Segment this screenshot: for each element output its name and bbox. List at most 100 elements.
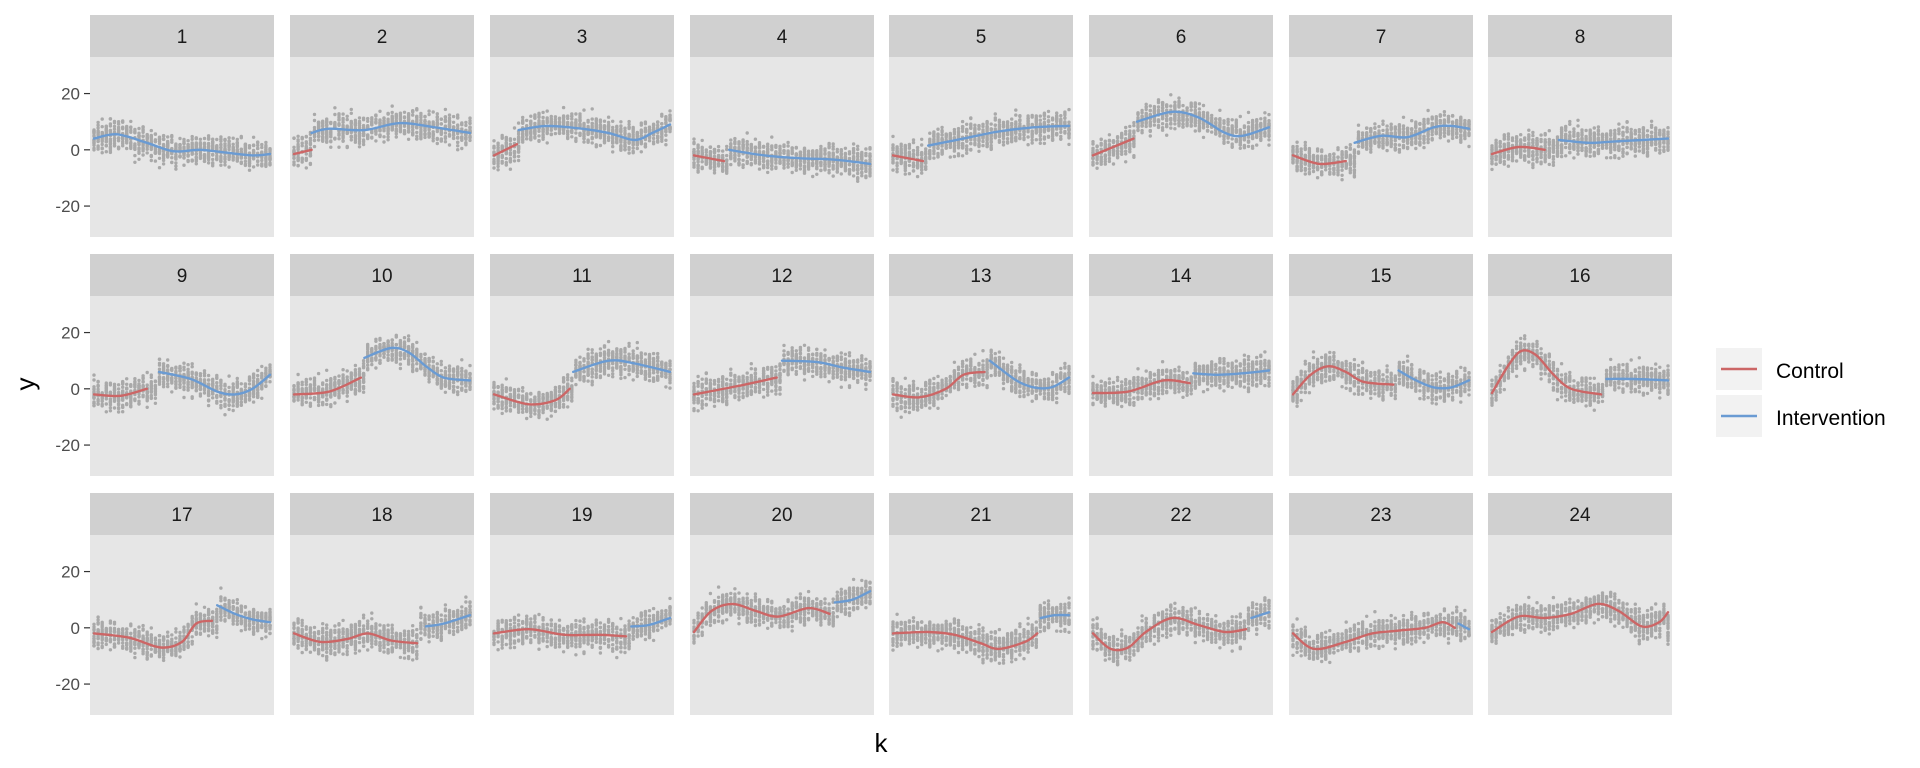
data-point: [386, 112, 389, 115]
data-point: [162, 153, 165, 156]
data-point: [832, 142, 835, 145]
data-point: [146, 134, 149, 137]
data-point: [1116, 150, 1119, 153]
data-point: [1026, 143, 1029, 146]
data-point: [341, 121, 344, 124]
data-point: [1218, 123, 1221, 126]
data-point: [1328, 172, 1331, 175]
data-point: [574, 139, 577, 142]
data-point: [1218, 117, 1221, 120]
data-point: [912, 165, 915, 168]
data-point: [957, 141, 960, 144]
data-point: [1308, 150, 1311, 153]
data-point: [823, 147, 826, 150]
data-point: [1324, 168, 1327, 171]
data-point: [133, 161, 136, 164]
data-point: [994, 118, 997, 121]
data-point: [1251, 135, 1254, 138]
data-point: [595, 143, 598, 146]
data-point: [423, 115, 426, 118]
data-point: [1108, 154, 1111, 157]
data-point: [746, 140, 749, 143]
data-point: [1132, 129, 1135, 132]
data-point: [1124, 160, 1127, 163]
data-point: [1206, 129, 1209, 132]
data-point: [109, 145, 112, 148]
data-point: [146, 151, 149, 154]
data-point: [370, 136, 373, 139]
data-point: [182, 153, 185, 156]
data-point: [537, 134, 540, 137]
data-point: [558, 128, 561, 131]
data-point: [325, 124, 328, 127]
data-point: [664, 129, 667, 132]
data-point: [374, 121, 377, 124]
data-point: [244, 144, 247, 147]
data-point: [891, 148, 894, 151]
data-point: [436, 122, 439, 125]
data-point: [337, 137, 340, 140]
data-point: [96, 146, 99, 149]
data-point: [852, 174, 855, 177]
data-point: [1031, 141, 1034, 144]
data-point: [207, 151, 210, 154]
data-point: [1169, 93, 1172, 96]
data-point: [1022, 138, 1025, 141]
data-point: [525, 124, 528, 127]
data-point: [362, 124, 365, 127]
data-point: [464, 124, 467, 127]
data-point: [321, 124, 324, 127]
data-point: [823, 168, 826, 171]
data-point: [1051, 129, 1054, 132]
data-point: [856, 180, 859, 183]
data-point: [1043, 121, 1046, 124]
data-point: [456, 136, 459, 139]
data-point: [1173, 113, 1176, 116]
data-point: [920, 138, 923, 141]
data-point: [191, 143, 194, 146]
data-point: [985, 137, 988, 140]
data-point: [260, 146, 263, 149]
data-point: [411, 120, 414, 123]
data-point: [305, 152, 308, 155]
data-point: [537, 130, 540, 133]
data-point: [994, 134, 997, 137]
data-point: [891, 168, 894, 171]
data-point: [296, 157, 299, 160]
data-point: [317, 138, 320, 141]
data-point: [990, 137, 993, 140]
data-point: [1112, 152, 1115, 155]
data-point: [223, 163, 226, 166]
data-point: [1202, 111, 1205, 114]
data-point: [852, 147, 855, 150]
data-point: [1095, 167, 1098, 170]
data-point: [509, 160, 512, 163]
data-point: [1194, 101, 1197, 104]
data-point: [856, 164, 859, 167]
data-point: [1231, 137, 1234, 140]
data-point: [823, 152, 826, 155]
data-point: [207, 161, 210, 164]
data-point: [113, 125, 116, 128]
data-point: [994, 123, 997, 126]
data-point: [496, 160, 499, 163]
data-point: [109, 149, 112, 152]
data-point: [957, 135, 960, 138]
data-point: [1051, 139, 1054, 142]
data-point: [195, 156, 198, 159]
data-point: [570, 122, 573, 125]
data-point: [586, 125, 589, 128]
data-point: [709, 152, 712, 155]
data-point: [1340, 157, 1343, 160]
data-point: [1222, 126, 1225, 129]
data-point: [1067, 108, 1070, 111]
data-point: [754, 146, 757, 149]
data-point: [1018, 124, 1021, 127]
data-point: [395, 130, 398, 133]
data-point: [1039, 138, 1042, 141]
data-point: [1300, 161, 1303, 164]
data-point: [570, 131, 573, 134]
data-point: [1149, 124, 1152, 127]
data-point: [1198, 119, 1201, 122]
data-point: [146, 148, 149, 151]
